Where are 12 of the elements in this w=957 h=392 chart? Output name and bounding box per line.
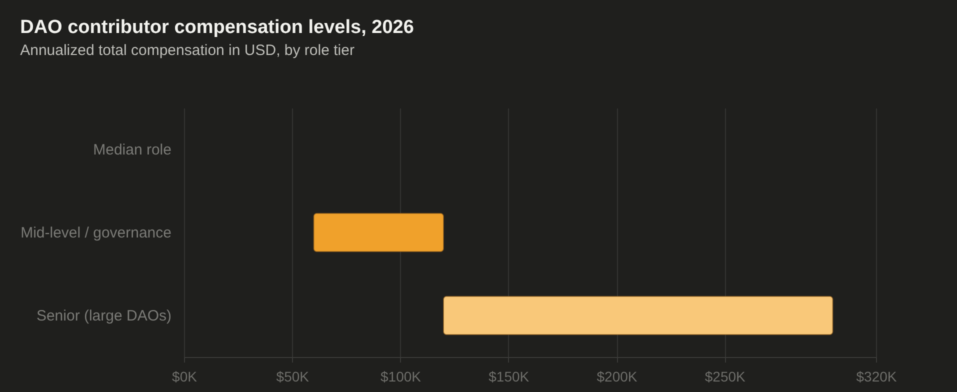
y-tick-label: Senior (large DAOs) — [36, 308, 172, 324]
x-tick-label: $250K — [704, 368, 746, 384]
y-tick-label: Median role — [93, 142, 172, 158]
chart-subtitle: Annualized total compensation in USD, by role tier — [20, 42, 354, 59]
x-tick-label: $200K — [596, 368, 638, 384]
x-tick-label: $100K — [380, 368, 422, 384]
y-tick-label: Mid-level / governance — [20, 224, 172, 242]
x-tick-label: $320K — [856, 368, 898, 384]
chart-title: DAO contributor compensation levels, 2026 — [20, 17, 414, 38]
x-tick-label: $50K — [276, 368, 310, 384]
x-tick-label: $0K — [172, 368, 198, 384]
x-tick-label: $150K — [488, 368, 530, 384]
